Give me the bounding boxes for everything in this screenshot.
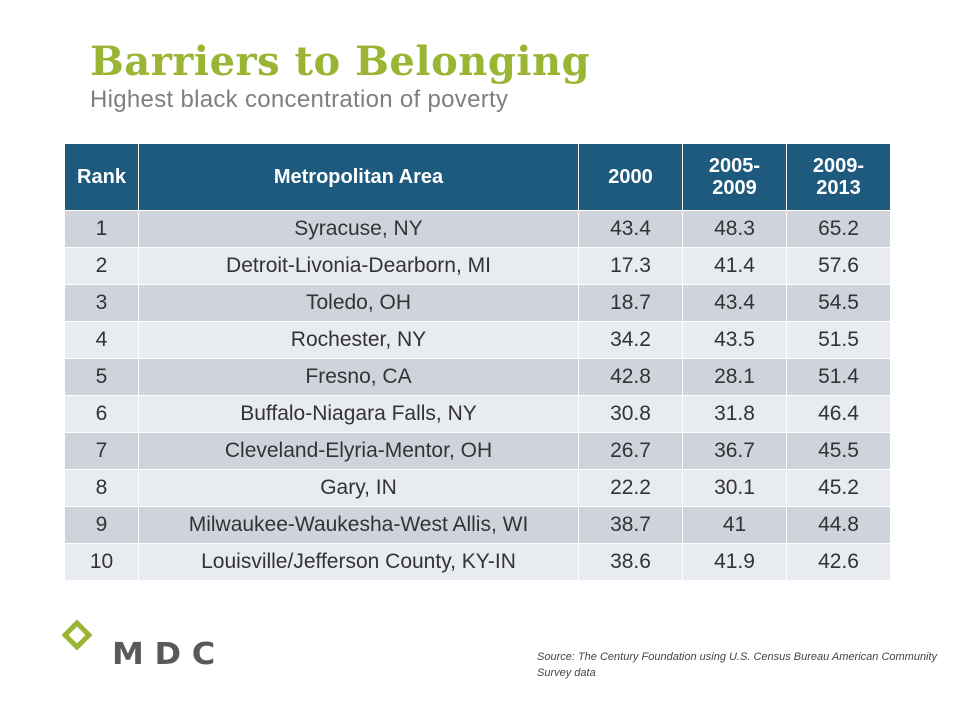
metro-area-cell: Cleveland-Elyria-Mentor, OH <box>138 432 579 470</box>
value-2009-2013-cell: 42.6 <box>786 543 891 581</box>
col-header-2009-2013: 2009-2013 <box>786 143 891 211</box>
rank-cell: 1 <box>64 210 139 248</box>
rank-cell: 4 <box>64 321 139 359</box>
value-2000-cell: 42.8 <box>578 358 683 396</box>
table-row: 10 Louisville/Jefferson County, KY-IN 38… <box>64 543 891 581</box>
metro-area-cell: Fresno, CA <box>138 358 579 396</box>
value-2000-cell: 22.2 <box>578 469 683 507</box>
table-row: 6 Buffalo-Niagara Falls, NY 30.8 31.8 46… <box>64 395 891 433</box>
value-2000-cell: 17.3 <box>578 247 683 285</box>
rank-cell: 9 <box>64 506 139 544</box>
value-2005-2009-cell: 36.7 <box>682 432 787 470</box>
value-2005-2009-cell: 41.9 <box>682 543 787 581</box>
value-2000-cell: 34.2 <box>578 321 683 359</box>
value-2005-2009-cell: 28.1 <box>682 358 787 396</box>
value-2000-cell: 38.7 <box>578 506 683 544</box>
value-2000-cell: 30.8 <box>578 395 683 433</box>
source-note: Source: The Century Foundation using U.S… <box>537 651 938 679</box>
table-row: 8 Gary, IN 22.2 30.1 45.2 <box>64 469 891 507</box>
value-2009-2013-cell: 46.4 <box>786 395 891 433</box>
value-2009-2013-cell: 45.2 <box>786 469 891 507</box>
table-row: 4 Rochester, NY 34.2 43.5 51.5 <box>64 321 891 359</box>
value-2005-2009-cell: 30.1 <box>682 469 787 507</box>
table-row: 1 Syracuse, NY 43.4 48.3 65.2 <box>64 210 891 248</box>
col-header-metro-area: Metropolitan Area <box>138 143 579 211</box>
rank-cell: 6 <box>64 395 139 433</box>
value-2000-cell: 18.7 <box>578 284 683 322</box>
value-2009-2013-cell: 44.8 <box>786 506 891 544</box>
metro-area-cell: Louisville/Jefferson County, KY-IN <box>138 543 579 581</box>
value-2000-cell: 38.6 <box>578 543 683 581</box>
rank-cell: 10 <box>64 543 139 581</box>
table-header-row: Rank Metropolitan Area 2000 2005-2009 20… <box>64 143 891 211</box>
value-2009-2013-cell: 51.5 <box>786 321 891 359</box>
table-row: 5 Fresno, CA 42.8 28.1 51.4 <box>64 358 891 396</box>
table-row: 7 Cleveland-Elyria-Mentor, OH 26.7 36.7 … <box>64 432 891 470</box>
rank-cell: 7 <box>64 432 139 470</box>
value-2009-2013-cell: 45.5 <box>786 432 891 470</box>
value-2009-2013-cell: 54.5 <box>786 284 891 322</box>
value-2005-2009-cell: 31.8 <box>682 395 787 433</box>
rank-cell: 3 <box>64 284 139 322</box>
table-row: 3 Toledo, OH 18.7 43.4 54.5 <box>64 284 891 322</box>
value-2000-cell: 26.7 <box>578 432 683 470</box>
value-2009-2013-cell: 57.6 <box>786 247 891 285</box>
mdc-logo-diamond-icon <box>62 620 92 650</box>
page-title: Barriers to Belonging <box>90 38 591 85</box>
table-row: 2 Detroit-Livonia-Dearborn, MI 17.3 41.4… <box>64 247 891 285</box>
value-2005-2009-cell: 41 <box>682 506 787 544</box>
mdc-logo-wordmark: MDC <box>112 637 226 670</box>
rank-cell: 8 <box>64 469 139 507</box>
value-2009-2013-cell: 51.4 <box>786 358 891 396</box>
value-2005-2009-cell: 43.4 <box>682 284 787 322</box>
value-2005-2009-cell: 43.5 <box>682 321 787 359</box>
value-2000-cell: 43.4 <box>578 210 683 248</box>
metro-area-cell: Syracuse, NY <box>138 210 579 248</box>
metro-area-cell: Toledo, OH <box>138 284 579 322</box>
metro-area-cell: Milwaukee-Waukesha-West Allis, WI <box>138 506 579 544</box>
col-header-2000: 2000 <box>578 143 683 211</box>
rank-cell: 2 <box>64 247 139 285</box>
metro-area-cell: Rochester, NY <box>138 321 579 359</box>
metro-area-cell: Detroit-Livonia-Dearborn, MI <box>138 247 579 285</box>
logo-diamond-shape <box>62 620 92 650</box>
value-2009-2013-cell: 65.2 <box>786 210 891 248</box>
page-subtitle: Highest black concentration of poverty <box>90 86 509 113</box>
table-row: 9 Milwaukee-Waukesha-West Allis, WI 38.7… <box>64 506 891 544</box>
col-header-2005-2009: 2005-2009 <box>682 143 787 211</box>
metro-area-cell: Gary, IN <box>138 469 579 507</box>
rank-cell: 5 <box>64 358 139 396</box>
poverty-table: Rank Metropolitan Area 2000 2005-2009 20… <box>64 143 891 581</box>
metro-area-cell: Buffalo-Niagara Falls, NY <box>138 395 579 433</box>
col-header-rank: Rank <box>64 143 139 211</box>
value-2005-2009-cell: 48.3 <box>682 210 787 248</box>
logo-text: MDC <box>112 637 226 670</box>
value-2005-2009-cell: 41.4 <box>682 247 787 285</box>
